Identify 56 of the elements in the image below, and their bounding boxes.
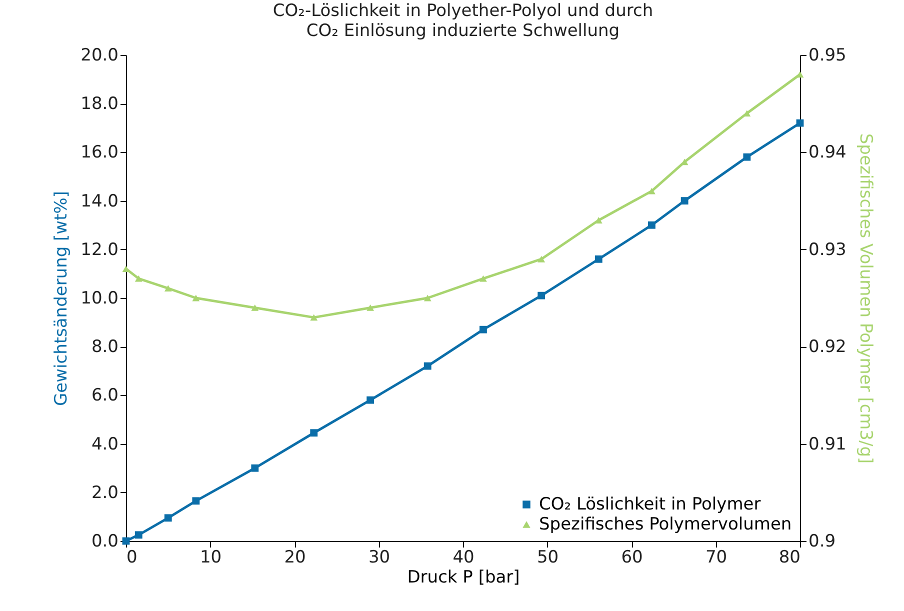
x-tick-label: 20 [284,548,306,568]
point [164,285,172,292]
point [251,464,259,472]
y-tick-label: 8.0 [91,337,118,358]
point [594,255,602,263]
point [424,362,432,370]
point [648,188,656,194]
point [310,314,318,321]
y-tick-label: 10.0 [80,288,118,308]
x-tick-label: 60 [621,548,643,568]
y2-tick-label: 0.9 [808,532,836,552]
point [680,197,688,205]
y2-axis-title: Spezifisches Volumen Polymer [cm3/g] [855,133,876,464]
y2-tick-label: 0.94 [808,142,846,163]
point [366,396,374,404]
x-tick-label: 0 [126,548,138,568]
y-tick-label: 6.0 [91,386,118,406]
y2-tick-label: 0.93 [808,240,846,260]
point [192,497,200,505]
y-tick-label: 20.0 [80,46,118,66]
point [743,153,751,161]
x-tick-label: 50 [536,548,559,568]
point [538,292,546,300]
point [192,294,200,302]
point [424,294,432,302]
y-tick-label: 14.0 [80,191,118,212]
x-tick-label: 40 [452,548,474,568]
legend-label: Spezifisches Polymervolumen [539,514,792,534]
text: CO₂ Einlösung induzierte Schwellung [306,21,620,41]
x-axis-title: Druck P [bar] [407,568,520,588]
y2-tick-label: 0.91 [808,434,846,454]
point [480,275,487,282]
point [538,256,546,262]
x-tick-label: 10 [200,548,222,568]
legend-label: CO₂ Löslichkeit in Polymer [539,494,761,514]
x-tick-label: 80 [778,548,800,568]
point [134,531,142,539]
y-tick-label: 18.0 [80,94,118,114]
y2-tick-label: 0.92 [808,337,846,358]
point [480,326,487,334]
x-tick-label: 70 [705,548,728,568]
point [164,514,172,522]
y-tick-label: 16.0 [80,142,118,163]
point [134,275,142,282]
y2-tick-label: 0.95 [808,46,846,66]
point [310,429,318,437]
point [251,304,259,311]
point [366,304,374,311]
point [648,221,656,229]
text: CO₂-Löslichkeit in Polyether-Polyol und durch [272,1,654,21]
y-axis-title: Gewichtsänderung [wt%] [52,190,72,406]
x-tick-label: 30 [368,548,390,568]
y-tick-label: 2.0 [91,482,118,503]
y-tick-label: 12.0 [80,240,118,260]
y-tick-label: 4.0 [91,434,118,454]
y-tick-label: 0.0 [91,532,118,552]
